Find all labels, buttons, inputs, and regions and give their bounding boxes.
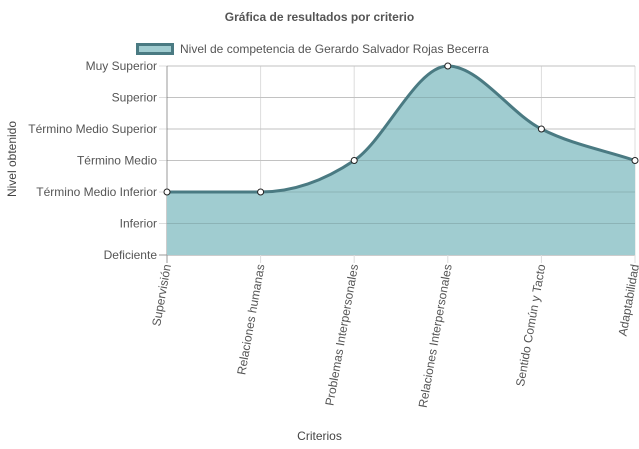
data-point[interactable] <box>350 157 358 164</box>
x-tick-label: Adaptabilidad <box>616 263 639 337</box>
x-tick-label: Relaciones humanas <box>234 263 267 376</box>
data-point[interactable] <box>631 157 639 164</box>
legend[interactable]: Nivel de competencia de Gerardo Salvador… <box>136 42 489 56</box>
y-tick-label: Deficiente <box>104 248 158 262</box>
data-point[interactable] <box>537 125 545 133</box>
y-tick-label: Término Medio Inferior <box>36 185 157 199</box>
y-tick-label: Superior <box>112 91 157 105</box>
y-axis-title: Nivel obtenido <box>5 120 19 198</box>
y-tick-label: Muy Superior <box>86 59 157 73</box>
y-tick-label: Inferior <box>120 217 157 231</box>
x-tick-label: Relaciones Interpersonales <box>416 263 455 409</box>
data-point[interactable] <box>257 188 265 196</box>
y-tick-label: Término Medio Superior <box>28 122 157 136</box>
data-point[interactable] <box>444 62 452 70</box>
legend-swatch <box>136 43 174 55</box>
x-tick-label: Problemas Interpersonales <box>322 263 361 407</box>
x-tick-label: Sentido Común y Tacto <box>513 263 548 388</box>
data-point[interactable] <box>163 188 171 196</box>
x-tick-label: Supervisión <box>149 263 174 327</box>
y-tick-label: Término Medio <box>77 154 157 168</box>
legend-label: Nivel de competencia de Gerardo Salvador… <box>180 42 489 56</box>
chart-title: Gráfica de resultados por criterio <box>224 10 415 24</box>
x-axis-title: Criterios <box>297 429 342 443</box>
